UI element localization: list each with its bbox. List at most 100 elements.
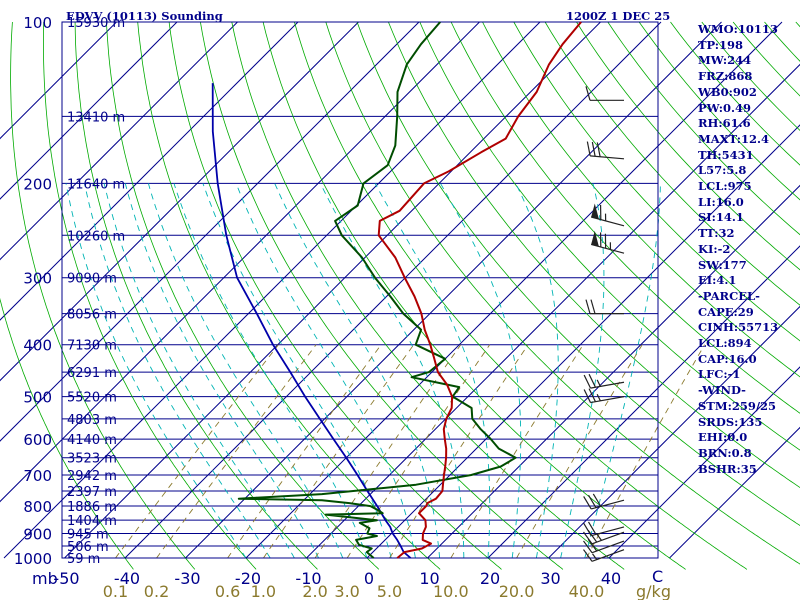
stat-line: LCL:894	[698, 336, 752, 351]
stat-line: KI:-2	[698, 241, 731, 256]
height-label: 10260 m	[67, 229, 125, 244]
isotherm-line	[64, 21, 601, 559]
dry-adiabat-line	[544, 21, 800, 306]
stat-line: STM:259/25	[698, 398, 777, 413]
stat-line: EI:4.1	[698, 273, 737, 288]
stat-line: CAP:16.0	[698, 351, 757, 366]
height-label: 11640 m	[67, 177, 125, 192]
mixing-ratio-label: 2.0	[302, 582, 327, 600]
stat-line: PW:0.49	[698, 100, 752, 115]
pressure-unit-label: mb	[32, 569, 58, 588]
wind-barb	[583, 521, 625, 537]
mixing-ratio-line	[227, 344, 382, 559]
mixing-ratio-label: 0.2	[144, 582, 169, 600]
isotherm-line	[0, 21, 359, 382]
isotherm-line	[0, 21, 299, 321]
wind-barb	[583, 388, 625, 404]
mixing-ratio-line	[263, 344, 415, 559]
isotherm-line	[669, 426, 800, 559]
parcel-trace	[211, 83, 412, 559]
stat-line: LCL:975	[698, 179, 752, 194]
mixing-ratio-label: 0.6	[215, 582, 240, 600]
temperature-line	[377, 21, 582, 559]
mixing-ratio-line	[115, 344, 279, 559]
wind-barb	[583, 373, 625, 389]
height-label: 506 m	[67, 540, 109, 555]
dry-adiabat-line	[106, 21, 380, 570]
dry-adiabat-line	[294, 21, 748, 570]
isotherm-line	[124, 21, 662, 559]
pressure-tick-label: 200	[23, 175, 52, 193]
mixing-ratio-label: 40.0	[569, 582, 605, 600]
mixing-ratio-label: 10.0	[433, 582, 469, 600]
moist-adiabat-line	[319, 183, 465, 558]
moist-adiabat-line	[124, 183, 320, 559]
moist-adiabat-line	[274, 183, 441, 559]
sounding-stats-panel: WMO:10113 TP:198 MW:244 FRZ:868 WB0:902 PW:0.…	[698, 22, 800, 477]
isotherm-line	[0, 21, 480, 503]
wind-barb	[591, 230, 625, 254]
moist-adiabats	[65, 183, 661, 559]
stat-line: -PARCEL-	[698, 288, 760, 303]
pressure-labels: 100 200 300 400 500 600 700 800 900 1000	[14, 14, 52, 568]
mixing-ratio-lines	[115, 344, 705, 559]
wind-barbs	[583, 86, 625, 562]
stat-line: SW:177	[698, 257, 747, 272]
dry-adiabat-line	[325, 21, 800, 565]
stat-line: WMO:10113	[698, 22, 778, 36]
dry-adiabat-line	[137, 21, 441, 570]
wind-barb	[583, 493, 625, 510]
mixing-ratio-labels: 0.1 0.2 0.6 1.0 2.0 3.0 5.0 10.0 20.0 40.0	[103, 582, 605, 600]
height-label: 59 m	[67, 552, 100, 567]
dry-adiabat-line	[74, 21, 318, 570]
dry-adiabat-line	[482, 21, 800, 378]
pressure-tick-label: 800	[23, 498, 52, 516]
dry-adiabat-line	[0, 297, 134, 570]
pressure-tick-label: 700	[23, 467, 52, 485]
temperature-tick-label: 30	[540, 569, 560, 588]
time-label: 1200Z 1 DEC 25	[566, 9, 671, 23]
dry-adiabat-line	[388, 21, 800, 489]
mixing-ratio-line	[586, 344, 705, 559]
mixing-ratio-label: 3.0	[334, 582, 359, 600]
plot-frame	[61, 21, 659, 559]
temperature-tick-label: -50	[53, 569, 79, 588]
dry-adiabat-line	[168, 21, 502, 570]
stat-line: SRDS:135	[698, 414, 763, 429]
pressure-tick-label: 100	[23, 14, 52, 32]
isotherm-line	[0, 21, 178, 200]
mixing-unit-label: g/kg	[636, 582, 671, 600]
isotherms	[0, 21, 800, 559]
isotherm-line	[0, 21, 420, 442]
dry-adiabat-line	[231, 21, 625, 570]
mixing-ratio-line	[389, 344, 529, 559]
stat-line: -WIND-	[698, 383, 746, 398]
mixing-ratio-label: 1.0	[251, 582, 276, 600]
moist-adiabat-line	[173, 183, 368, 559]
dry-adiabat-line	[419, 21, 800, 451]
height-label: 15930 m	[67, 16, 125, 31]
dry-adiabat-line	[262, 21, 686, 570]
height-label: 5520 m	[67, 391, 117, 406]
isotherm-line	[487, 245, 800, 559]
height-label: 2397 m	[67, 485, 117, 500]
moist-adiabat-line	[235, 183, 416, 559]
height-label: 9090 m	[67, 272, 117, 287]
isotherm-line	[3, 21, 541, 559]
isotherm-line	[548, 305, 800, 559]
wind-barb	[586, 141, 625, 160]
stat-line: SI:14.1	[698, 210, 744, 225]
moist-adiabat-line	[103, 183, 295, 559]
mixing-ratio-label: 5.0	[377, 582, 402, 600]
mixing-ratio-label: 20.0	[499, 582, 535, 600]
moist-adiabat-line	[584, 183, 661, 559]
mixing-ratio-line	[516, 344, 643, 559]
stat-line: MAXT:12.4	[698, 131, 769, 146]
temperature-tick-label: -20	[235, 569, 261, 588]
temperature-tick-label: -40	[114, 569, 140, 588]
dewpoint-trace	[237, 21, 517, 559]
dry-adiabats	[0, 21, 800, 570]
isotherm-line	[608, 366, 800, 559]
